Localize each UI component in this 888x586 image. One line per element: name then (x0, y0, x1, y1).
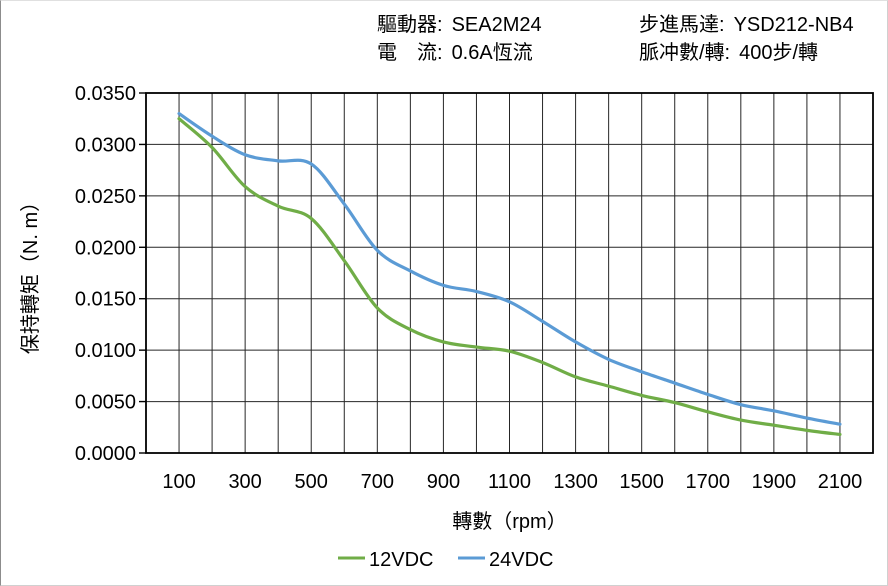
motor-label: 步進馬達: (639, 14, 725, 36)
x-tick-label: 1300 (553, 471, 598, 493)
x-tick-label: 900 (427, 471, 460, 493)
driver-label: 驅動器: (377, 14, 443, 36)
y-tick-label: 0.0200 (75, 237, 136, 259)
current-label: 電 流: (377, 42, 443, 64)
header-current: 電 流: 0.6A恆流 (377, 41, 533, 65)
header-pulses: 脈冲數/轉: 400步/轉 (639, 41, 818, 65)
x-tick-label: 1700 (686, 471, 731, 493)
y-axis-title: 保持轉矩（N. m） (19, 192, 42, 354)
driver-value: SEA2M24 (451, 14, 542, 36)
plot-border (145, 92, 874, 454)
x-tick-label: 1500 (619, 471, 664, 493)
y-tick-label: 0.0300 (75, 134, 136, 156)
x-tick-label: 2100 (818, 471, 863, 493)
legend-label-12VDC: 12VDC (369, 549, 433, 571)
x-tick-label: 100 (162, 471, 195, 493)
y-tick-label: 0.0350 (75, 83, 136, 105)
x-tick-label: 700 (361, 471, 394, 493)
y-tick-label: 0.0100 (75, 340, 136, 362)
x-tick-label: 300 (228, 471, 261, 493)
motor-value: YSD212-NB4 (733, 14, 854, 36)
x-axis-title: 轉數（rpm） (452, 510, 566, 533)
x-tick-label: 500 (295, 471, 328, 493)
y-tick-label: 0.0250 (75, 186, 136, 208)
pulses-label: 脈冲數/轉: (639, 42, 731, 64)
y-tick-label: 0.0000 (75, 443, 136, 465)
y-tick-label: 0.0050 (75, 392, 136, 414)
x-tick-label: 1900 (752, 471, 797, 493)
x-tick-label: 1100 (488, 471, 531, 493)
header-driver: 驅動器: SEA2M24 (377, 13, 542, 37)
pulses-value: 400步/轉 (739, 42, 819, 64)
legend-label-24VDC: 24VDC (489, 549, 553, 571)
header-motor: 步進馬達: YSD212-NB4 (639, 13, 854, 37)
current-value: 0.6A恆流 (451, 42, 533, 64)
series-curve-12VDC (177, 117, 842, 437)
series-curve-24VDC (177, 111, 842, 426)
y-tick-label: 0.0150 (75, 289, 136, 311)
